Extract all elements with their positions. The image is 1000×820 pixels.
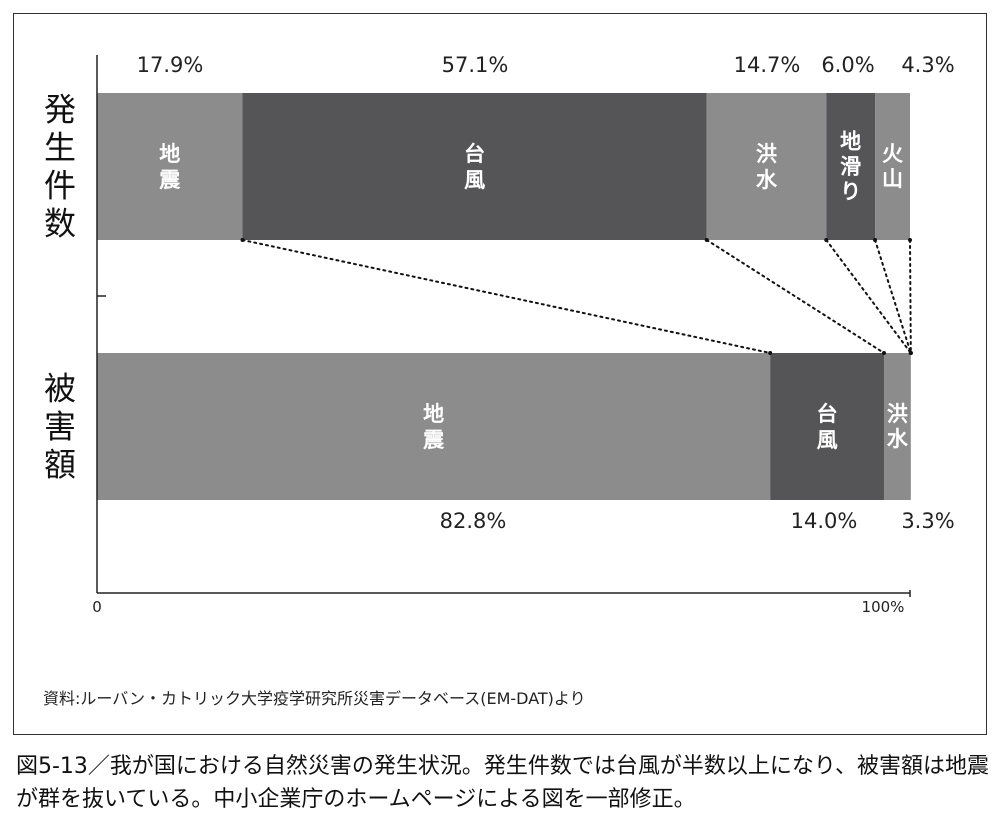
segment-label-1-1: 台風: [817, 402, 838, 452]
category-label-0: 発生件数: [44, 91, 76, 243]
bars-layer: [97, 93, 911, 500]
x-tick-label-100: 100%: [862, 598, 905, 616]
segment-label-1-0: 地震: [423, 402, 445, 452]
connector-dot-top-5: [908, 238, 912, 242]
axis-layer: 0 100%: [92, 55, 911, 616]
connector-dot-top-4: [873, 238, 878, 242]
bar-segment-0-1: [242, 93, 707, 240]
source-note: 資料:ルーバン・カトリック大学疫学研究所災害データベース(EM-DAT)より: [43, 689, 586, 708]
segment-label-0-4: 火山: [882, 142, 903, 191]
segment-label-0-3: 地滑り: [840, 130, 861, 204]
segment-label-1-2: 洪水: [887, 402, 909, 451]
bar-segment-0-3: [826, 93, 876, 240]
value-label-0-3: 6.0%: [821, 53, 874, 77]
bar-segment-1-1: [770, 353, 884, 500]
connector-dot-top-3: [824, 238, 829, 242]
value-label-0-1: 57.1%: [442, 53, 509, 77]
connector-dot-top-2: [704, 238, 709, 242]
category-label-1: 被害額: [44, 370, 76, 484]
bar-segment-1-2: [883, 353, 911, 500]
connector-dot-top-1: [240, 238, 245, 242]
value-label-0-2: 14.7%: [734, 53, 801, 77]
value-label-1-1: 14.0%: [791, 509, 858, 533]
connector-line-2: [705, 239, 885, 354]
connector-dot-bottom-1: [768, 351, 773, 355]
segment-label-0-0: 地震: [159, 142, 181, 192]
x-tick-label-0: 0: [92, 598, 102, 616]
connector-dot-bottom-5: [908, 351, 913, 355]
connector-line-1: [241, 239, 772, 354]
bar-segment-0-2: [706, 93, 827, 240]
figure-frame: [13, 13, 987, 735]
connector-line-4: [874, 239, 912, 354]
connector-dot-bottom-2: [881, 351, 886, 355]
segment-label-0-2: 洪水: [756, 142, 778, 192]
connector-line-5: [909, 239, 912, 354]
bar-segment-1-0: [97, 353, 771, 500]
segment-label-0-1: 台風: [464, 142, 485, 192]
bar-segment-0-4: [875, 93, 910, 240]
figure-caption: 図5-13／我が国における自然災害の発生状況。発生件数では台風が半数以上になり、…: [16, 754, 990, 812]
value-label-1-2: 3.3%: [901, 509, 954, 533]
value-label-1-0: 82.8%: [440, 509, 507, 533]
connector-lines: [240, 238, 913, 355]
connector-line-3: [825, 239, 912, 354]
bar-segment-0-0: [97, 93, 243, 240]
value-label-0-0: 17.9%: [137, 53, 204, 77]
value-label-0-4: 4.3%: [901, 53, 954, 77]
